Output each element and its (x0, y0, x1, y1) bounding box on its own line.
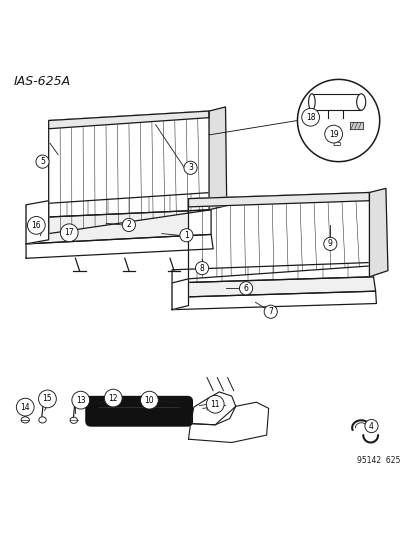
Text: 7: 7 (268, 307, 273, 316)
Text: 14: 14 (20, 402, 30, 411)
Text: 15: 15 (43, 394, 52, 403)
Circle shape (206, 395, 223, 413)
Ellipse shape (308, 94, 314, 110)
Circle shape (179, 229, 192, 242)
Polygon shape (49, 111, 211, 233)
Circle shape (17, 398, 34, 416)
Polygon shape (368, 188, 387, 277)
Polygon shape (311, 94, 360, 110)
Circle shape (38, 390, 56, 408)
Circle shape (239, 282, 252, 295)
Circle shape (183, 161, 197, 174)
Ellipse shape (356, 94, 365, 110)
Polygon shape (172, 262, 373, 283)
Text: 10: 10 (144, 395, 154, 405)
Text: 95142  625: 95142 625 (356, 456, 399, 465)
Circle shape (36, 155, 49, 168)
Polygon shape (26, 192, 211, 218)
Polygon shape (172, 279, 188, 310)
Text: ES: ES (331, 139, 340, 148)
Text: 4: 4 (368, 422, 373, 431)
Circle shape (364, 419, 377, 433)
Circle shape (297, 79, 379, 161)
Circle shape (263, 305, 277, 318)
Text: 13: 13 (76, 395, 85, 405)
Text: 11: 11 (210, 400, 219, 409)
Text: 9: 9 (327, 239, 332, 248)
Circle shape (323, 237, 336, 251)
Circle shape (104, 389, 122, 407)
Text: 18: 18 (305, 112, 315, 122)
Circle shape (60, 224, 78, 241)
Polygon shape (26, 235, 213, 259)
Polygon shape (190, 392, 235, 425)
Polygon shape (209, 107, 226, 210)
Text: 5: 5 (40, 157, 45, 166)
Text: 17: 17 (64, 228, 74, 237)
Text: 16: 16 (31, 221, 41, 230)
Polygon shape (26, 201, 49, 244)
Polygon shape (349, 122, 362, 129)
Text: 6: 6 (243, 284, 248, 293)
Text: 8: 8 (199, 264, 204, 273)
Polygon shape (49, 111, 209, 129)
FancyBboxPatch shape (85, 397, 192, 426)
Circle shape (72, 391, 90, 409)
Ellipse shape (21, 417, 29, 423)
Text: IAS-625A: IAS-625A (14, 75, 71, 88)
Circle shape (27, 216, 45, 235)
Text: 1: 1 (184, 231, 188, 240)
Polygon shape (188, 192, 373, 279)
Polygon shape (188, 402, 268, 442)
Circle shape (140, 391, 158, 409)
Polygon shape (188, 192, 368, 207)
Text: 3: 3 (188, 163, 192, 172)
Circle shape (301, 108, 319, 126)
Polygon shape (26, 210, 211, 244)
Text: 12: 12 (108, 393, 118, 402)
Polygon shape (172, 291, 375, 310)
Ellipse shape (70, 417, 77, 423)
Circle shape (122, 219, 135, 231)
Ellipse shape (39, 417, 46, 423)
Polygon shape (172, 277, 375, 297)
Text: 19: 19 (328, 130, 338, 139)
Text: 2: 2 (126, 221, 131, 230)
Circle shape (195, 262, 208, 274)
Circle shape (324, 125, 342, 143)
